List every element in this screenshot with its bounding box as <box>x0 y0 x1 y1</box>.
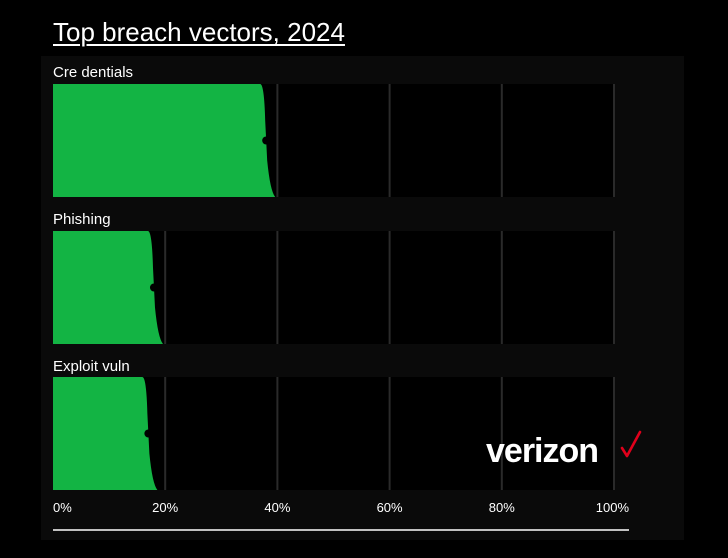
tick-label: 0% <box>53 500 72 515</box>
category-label: Phishing <box>53 211 111 228</box>
category-label: Exploit vuln <box>53 358 130 375</box>
bar <box>53 377 158 490</box>
bar-end-marker <box>262 136 271 145</box>
chart-title: Top breach vectors, 2024 <box>53 17 345 47</box>
bar <box>53 84 276 197</box>
verizon-logo: verizon <box>486 432 599 470</box>
category-label: Cre dentials <box>53 64 133 81</box>
tick-label: 60% <box>377 500 403 515</box>
bar-end-marker <box>149 283 158 292</box>
tick-label: 40% <box>264 500 290 515</box>
tick-label: 80% <box>489 500 515 515</box>
tick-label: 20% <box>152 500 178 515</box>
bar <box>53 231 163 344</box>
check-icon <box>620 430 642 458</box>
tick-label: 100% <box>596 500 630 515</box>
bar-end-marker <box>144 429 153 438</box>
